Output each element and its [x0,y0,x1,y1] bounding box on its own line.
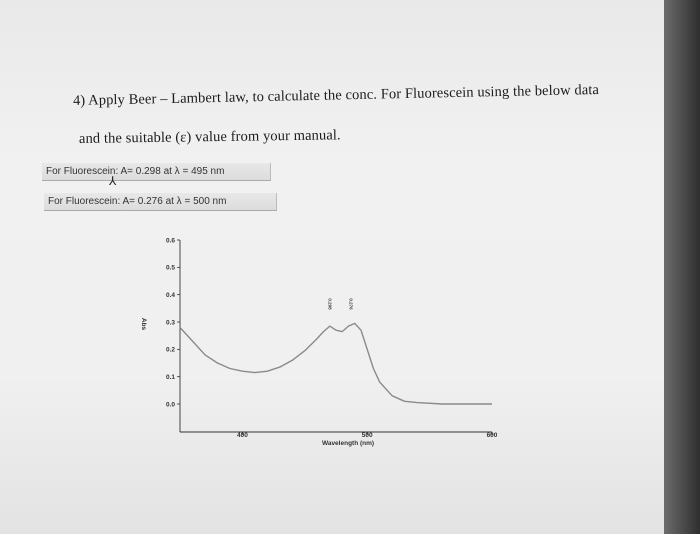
y-axis-title: Abs [140,318,147,331]
handwritten-caret-mark: ⅄ [109,174,117,188]
paper-edge-shadow [664,0,700,534]
y-tick-label: 0.1 [166,374,175,381]
peak-label: 0.298 [328,298,333,310]
chart-labels: Wavelength (nm) Abs 0.298 0.276 [140,298,374,447]
y-tick-label: 0.5 [166,265,175,272]
y-tick-label: 0.3 [166,319,175,326]
y-tick-label: 0.4 [166,292,175,299]
paper-sheet [0,0,664,534]
spectrum-line [179,322,492,405]
x-tick-label: 500 [362,432,373,439]
chart-ticks: 0.0 0.1 0.2 0.3 0.4 0.5 0.6 400 500 600 [166,237,498,439]
peak-label: 0.276 [349,298,354,310]
x-tick-label: 600 [487,432,498,439]
y-tick-label: 0.0 [166,401,175,408]
data-line-1: For Fluorescein: A= 0.298 at λ = 495 nm [42,163,271,181]
chart-axes [179,240,492,433]
data-line-2: For Fluorescein: A= 0.276 at λ = 500 nm [44,193,277,211]
y-tick-label: 0.6 [166,237,175,244]
x-tick-label: 400 [237,432,248,439]
x-axis-title: Wavelength (nm) [322,440,374,447]
y-tick-label: 0.2 [166,347,175,354]
chart-series [179,322,492,405]
